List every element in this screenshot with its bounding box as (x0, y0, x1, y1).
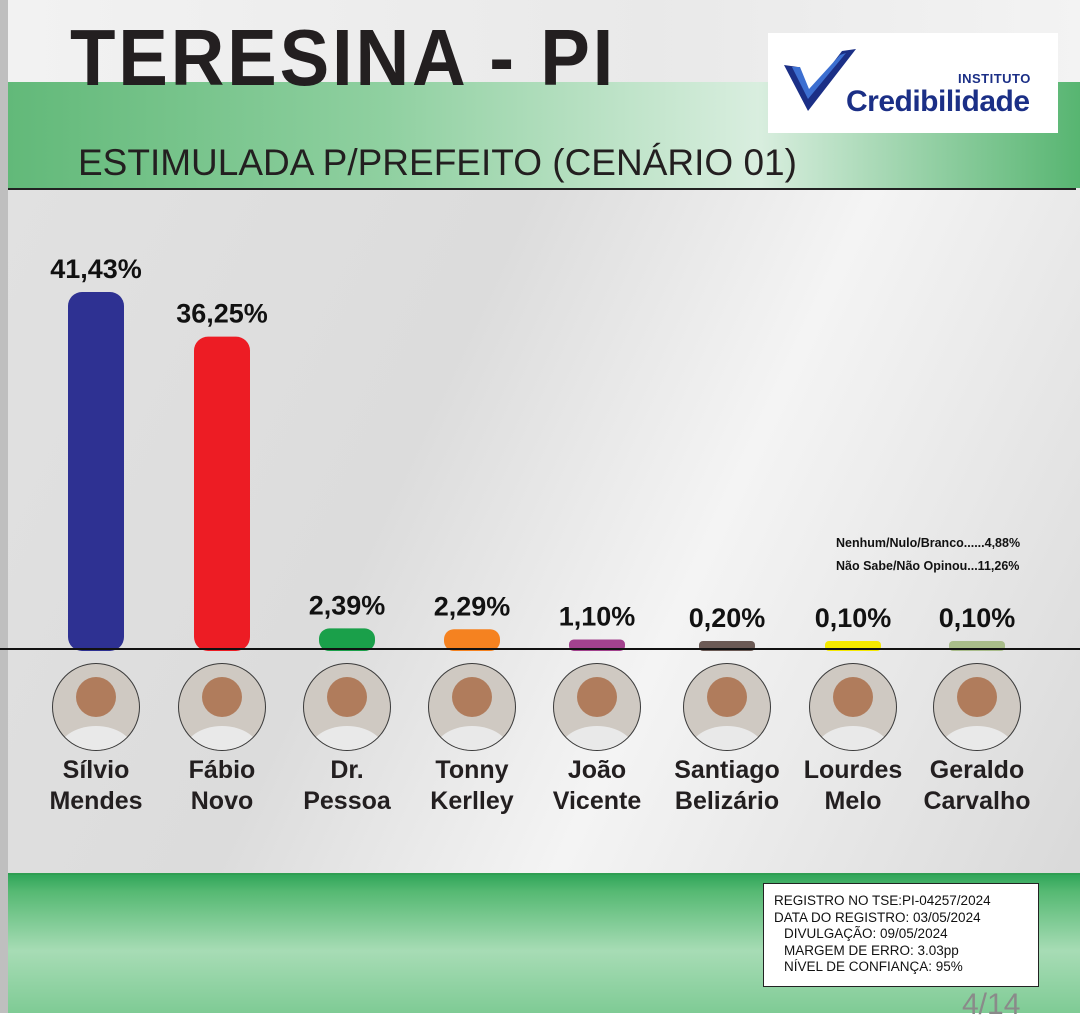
bar-2 (319, 628, 375, 651)
avatar-body-3 (434, 726, 510, 750)
logo-instituto-text: INSTITUTO (958, 71, 1031, 86)
info-data-registro: DATA DO REGISTRO: 03/05/2024 (774, 909, 981, 925)
candidate-name-1-line-0: Fábio (189, 756, 256, 784)
header-divider (8, 188, 1076, 190)
info-registro: REGISTRO NO TSE:PI-04257/2024 (774, 893, 991, 908)
candidate-avatar-3 (428, 663, 516, 751)
candidate-avatar-5 (683, 663, 771, 751)
value-label-2: 2,39% (309, 590, 386, 620)
candidate-avatar-2 (303, 663, 391, 751)
value-label-5: 0,20% (689, 603, 766, 633)
bar-chart: 41,43% Sílvio Mendes 36,25% Fábio Novo 2,39% Dr… (0, 254, 1080, 815)
avatar-photo-6 (810, 664, 896, 750)
avatar-head-0 (76, 677, 116, 717)
info-divulgacao: DIVULGAÇÃO: 09/05/2024 (784, 926, 948, 941)
avatar-head-2 (327, 677, 367, 717)
value-label-6: 0,10% (815, 603, 892, 633)
avatar-head-4 (577, 677, 617, 717)
avatar-photo-4 (554, 664, 640, 750)
candidate-avatar-6 (809, 663, 897, 751)
value-label-4: 1,10% (559, 602, 636, 632)
candidate-name-2-line-0: Dr. (330, 756, 363, 784)
avatar-photo-5 (684, 664, 770, 750)
candidate-name-6-line-1: Melo (825, 787, 882, 815)
avatar-body-2 (309, 726, 385, 750)
candidate-avatar-0 (52, 663, 140, 751)
info-margem: MARGEM DE ERRO: 3.03pp (784, 942, 959, 958)
page-number: 4/14 (962, 988, 1021, 1021)
candidate-avatar-1 (178, 663, 266, 751)
institute-logo: INSTITUTO Credibilidade (768, 33, 1058, 133)
bar-1 (194, 336, 250, 651)
page-title: TERESINA - PI (70, 13, 617, 102)
candidate-name-1-line-1: Novo (191, 787, 254, 815)
candidate-name-5-line-1: Belizário (675, 787, 779, 815)
info-confianca: NÍVEL DE CONFIANÇA: 95% (784, 959, 963, 974)
value-label-0: 41,43% (50, 254, 142, 284)
value-label-7: 0,10% (939, 603, 1016, 633)
others-nao-sabe: Não Sabe/Não Opinou...11,26% (836, 559, 1020, 573)
avatar-body-1 (184, 726, 260, 750)
others-nulo-branco: Nenhum/Nulo/Branco......4,88% (836, 536, 1021, 550)
checkmark-logo-icon (784, 49, 856, 111)
candidate-name-4-line-1: Vicente (553, 787, 642, 815)
registration-info-box: REGISTRO NO TSE:PI-04257/2024 DATA DO RE… (763, 883, 1039, 987)
candidate-avatar-7 (933, 663, 1021, 751)
logo-credibilidade-text: Credibilidade (846, 85, 1030, 118)
bar-0 (68, 292, 124, 651)
avatar-photo-3 (429, 664, 515, 750)
avatar-body-0 (58, 726, 134, 750)
candidate-name-0-line-1: Mendes (49, 787, 142, 815)
candidate-name-7-line-1: Carvalho (924, 787, 1031, 815)
avatar-photo-1 (179, 664, 265, 750)
avatar-head-5 (707, 677, 747, 717)
avatar-body-4 (559, 726, 635, 750)
avatar-photo-2 (304, 664, 390, 750)
left-edge (0, 0, 8, 1013)
avatar-body-5 (689, 726, 765, 750)
avatar-head-1 (202, 677, 242, 717)
candidate-name-3-line-0: Tonny (435, 756, 508, 784)
candidate-avatar-4 (553, 663, 641, 751)
candidate-name-5-line-0: Santiago (674, 756, 780, 784)
avatar-photo-7 (934, 664, 1020, 750)
chart-subtitle: ESTIMULADA P/PREFEITO (CENÁRIO 01) (78, 142, 797, 183)
candidate-name-3-line-1: Kerlley (430, 787, 513, 815)
avatar-head-7 (957, 677, 997, 717)
candidate-name-2-line-1: Pessoa (303, 787, 392, 815)
avatar-body-6 (815, 726, 891, 750)
avatar-head-3 (452, 677, 492, 717)
value-label-1: 36,25% (176, 299, 268, 329)
candidate-name-6-line-0: Lourdes (804, 756, 903, 784)
candidate-name-7-line-0: Geraldo (930, 756, 1024, 784)
avatar-body-7 (939, 726, 1015, 750)
avatar-photo-0 (53, 664, 139, 750)
value-label-3: 2,29% (434, 591, 511, 621)
candidate-name-4-line-0: João (568, 756, 626, 784)
candidate-name-0-line-0: Sílvio (63, 756, 130, 784)
avatar-head-6 (833, 677, 873, 717)
bar-3 (444, 629, 500, 651)
